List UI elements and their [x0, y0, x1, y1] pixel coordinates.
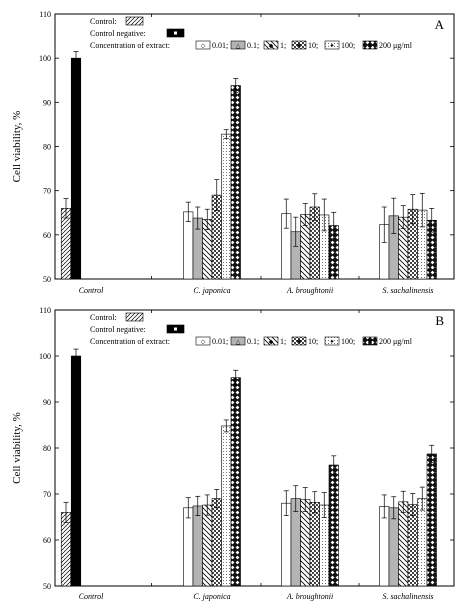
panel-label: A: [435, 17, 445, 32]
y-axis-label: Cell viability, %: [11, 111, 23, 183]
legend-swatch-100: [324, 40, 340, 50]
category-label: S. sachalinensis: [382, 592, 433, 601]
legend-concentration-label: Concentration of extract:: [90, 41, 170, 50]
legend-marker-200: ✖: [367, 339, 372, 346]
category-label: S. sachalinensis: [382, 286, 433, 295]
legend-marker-200: ✖: [367, 43, 372, 50]
legend-swatch-1: [263, 336, 279, 346]
legend-control-label: Control:: [90, 17, 117, 26]
legend-swatch-0_1: [230, 40, 246, 50]
legend-marker-0_1: △: [236, 340, 241, 346]
y-tick-label: 60: [43, 231, 51, 240]
bar-200: [230, 377, 241, 587]
legend-concentration-label: Concentration of extract:: [90, 337, 170, 346]
legend-marker-100: ✦: [329, 339, 334, 346]
legend-item-label: 1;: [280, 41, 286, 50]
panel-b: 50 60 70 80 90 100 110 Cell viability, % B Contro…: [11, 306, 455, 601]
bar-10: [407, 504, 418, 587]
legend-swatch-marker: [174, 327, 177, 331]
bar-1: [300, 499, 311, 587]
legend-control-negative-label: Control negative:: [90, 29, 146, 38]
legend-item-label: 1;: [280, 337, 286, 346]
y-tick-label: 80: [43, 444, 51, 453]
legend-marker-0_01: ◇: [201, 340, 206, 346]
legend-swatch-marker: [174, 31, 177, 35]
y-tick-label: 90: [43, 398, 51, 407]
legend-control-label: Control:: [90, 313, 117, 322]
legend-item-label: 10;: [308, 41, 318, 50]
category-label: Control: [79, 592, 104, 601]
legend-marker-100: ✦: [329, 43, 334, 50]
bar-0_1: [192, 505, 203, 587]
y-tick-label: 110: [39, 10, 51, 19]
y-tick-label: 50: [43, 582, 51, 591]
category-label: A. broughtonii: [286, 592, 333, 601]
legend-marker-1: ◆: [269, 340, 274, 346]
bar-100: [417, 498, 428, 587]
legend-item-label: 10;: [308, 337, 318, 346]
legend-item-label: 200 μg/ml: [379, 41, 413, 50]
bar-0_01: [183, 507, 194, 587]
legend-swatch-0_01: [195, 40, 211, 50]
bar-100: [221, 133, 232, 280]
bar-1: [398, 501, 409, 587]
legend-marker-10: ✱: [296, 339, 301, 346]
bar-200: [328, 464, 339, 587]
y-tick-label: 110: [39, 306, 51, 315]
bar-200: [426, 453, 437, 587]
y-tick-label: 70: [43, 187, 51, 196]
category-label: C. japonica: [193, 592, 230, 601]
category-label: C. japonica: [193, 286, 230, 295]
category-label: Control: [79, 286, 104, 295]
legend-swatch-control: [125, 16, 144, 26]
bar-10: [309, 501, 320, 587]
y-tick-label: 100: [39, 54, 51, 63]
panel-label: B: [435, 313, 444, 328]
y-tick-label: 90: [43, 98, 51, 107]
legend-item-label: 100;: [341, 337, 355, 346]
legend-swatch-200: [362, 336, 378, 346]
bar-0_1: [388, 507, 399, 587]
legend-marker-10: ✱: [296, 43, 301, 50]
legend-swatch-0_01: [195, 336, 211, 346]
legend-swatch-10: [291, 40, 307, 50]
legend-item-label: 100;: [341, 41, 355, 50]
y-tick-label: 70: [43, 490, 51, 499]
bar-1: [202, 504, 213, 587]
legend-swatch-10: [291, 336, 307, 346]
bar-10: [211, 498, 222, 587]
legend-swatch-100: [324, 336, 340, 346]
legend-marker-1: ◆: [269, 44, 274, 50]
legend-swatch-1: [263, 40, 279, 50]
bar-100: [221, 425, 232, 587]
legend-marker-0_1: △: [236, 44, 241, 50]
y-axis-label: Cell viability, %: [11, 412, 23, 484]
y-tick-label: 50: [43, 275, 51, 284]
bar-0_01: [183, 211, 194, 280]
category-label: A. broughtonii: [286, 286, 333, 295]
bar-control-negative: [70, 57, 82, 280]
bar-200: [230, 85, 241, 280]
y-tick-label: 100: [39, 352, 51, 361]
y-tick-label: 60: [43, 536, 51, 545]
panel-a: 50 60 70 80 90 100 110 Cell viability, % A Contro…: [11, 10, 455, 295]
legend-swatch-control: [125, 312, 144, 322]
bar-0_01: [379, 506, 390, 587]
y-tick-label: 80: [43, 143, 51, 152]
legend-swatch-200: [362, 40, 378, 50]
legend-swatch-0_1: [230, 336, 246, 346]
legend-marker-0_01: ◇: [201, 44, 206, 50]
bar-control-negative: [70, 355, 82, 587]
legend-item-label: 0.1;: [247, 41, 259, 50]
bar-control: [60, 512, 72, 587]
bar-control: [60, 208, 72, 280]
legend-control-negative-label: Control negative:: [90, 325, 146, 334]
legend-item-label: 200 μg/ml: [379, 337, 413, 346]
legend-item-label: 0.01;: [212, 337, 228, 346]
legend-item-label: 0.01;: [212, 41, 228, 50]
legend-item-label: 0.1;: [247, 337, 259, 346]
